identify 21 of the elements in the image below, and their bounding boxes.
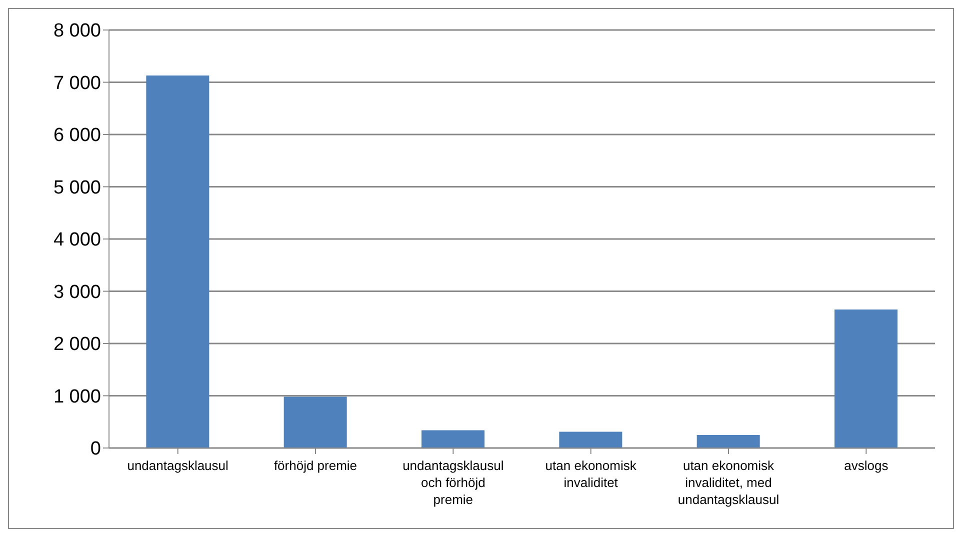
x-tick-label: avslogs	[844, 458, 889, 473]
y-tick-label: 1 000	[53, 386, 101, 408]
y-tick-label: 0	[90, 438, 101, 460]
bar	[559, 432, 622, 448]
bar	[696, 434, 760, 448]
y-tick-label: 5 000	[53, 177, 101, 198]
x-tick-label: utan ekonomisk invaliditet, med undantagsklausul	[678, 458, 780, 507]
y-tick-label: 3 000	[53, 282, 101, 303]
y-tick-label: 6 000	[53, 125, 101, 146]
x-tick-label: undantagsklausul och förhöjd premie	[402, 458, 504, 507]
x-tick-label: undantagsklausul	[127, 458, 229, 473]
y-tick-label: 8 000	[53, 20, 101, 42]
y-tick-label: 4 000	[53, 230, 101, 251]
x-tick-label: förhöjd premie	[274, 458, 358, 473]
bar	[284, 396, 347, 448]
bar	[146, 75, 210, 448]
bar	[422, 430, 485, 448]
y-tick-label: 7 000	[53, 72, 101, 94]
y-tick-label: 2 000	[53, 334, 101, 356]
x-tick-label: utan ekonomisk invaliditet	[545, 458, 637, 490]
bar	[834, 310, 898, 448]
